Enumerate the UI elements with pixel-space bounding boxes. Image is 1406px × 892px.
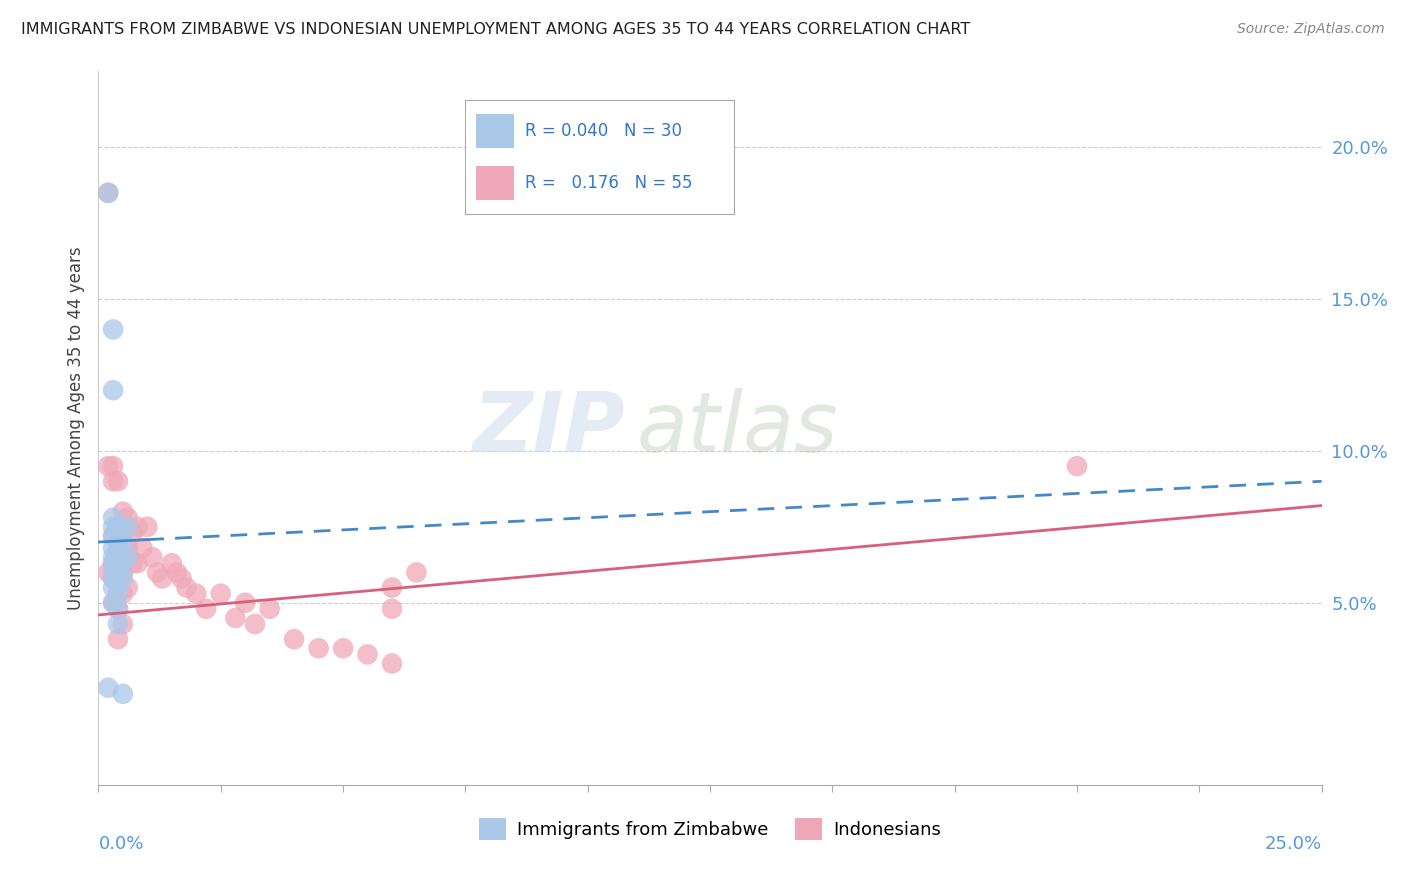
Point xyxy=(111,566,134,580)
Point xyxy=(101,596,124,610)
Point xyxy=(101,572,124,586)
Point xyxy=(101,581,124,595)
Point xyxy=(117,581,139,595)
Point xyxy=(97,186,120,200)
Point xyxy=(107,520,129,534)
Point xyxy=(131,541,153,555)
Point xyxy=(243,617,266,632)
Point xyxy=(107,541,129,555)
Point xyxy=(97,459,120,474)
Text: Source: ZipAtlas.com: Source: ZipAtlas.com xyxy=(1237,22,1385,37)
Point xyxy=(101,459,124,474)
Y-axis label: Unemployment Among Ages 35 to 44 years: Unemployment Among Ages 35 to 44 years xyxy=(66,246,84,610)
Point xyxy=(107,587,129,601)
Point xyxy=(1066,459,1088,474)
Point xyxy=(107,587,129,601)
Point xyxy=(107,574,129,589)
Point xyxy=(101,520,124,534)
Point xyxy=(107,602,129,616)
Point xyxy=(101,596,124,610)
Point xyxy=(166,566,188,580)
Point xyxy=(127,520,149,534)
Legend: Immigrants from Zimbabwe, Indonesians: Immigrants from Zimbabwe, Indonesians xyxy=(472,811,948,847)
Point xyxy=(107,520,129,534)
Point xyxy=(283,632,305,647)
Point xyxy=(97,186,120,200)
Point xyxy=(111,550,134,565)
Point xyxy=(111,617,134,632)
Point xyxy=(150,572,173,586)
Point xyxy=(101,566,124,580)
Point xyxy=(170,572,193,586)
Point xyxy=(146,566,169,580)
Point xyxy=(186,587,208,601)
Point xyxy=(160,556,183,570)
Point xyxy=(209,587,232,601)
Point xyxy=(107,566,129,580)
Point xyxy=(381,581,404,595)
Point xyxy=(381,602,404,616)
Point xyxy=(107,475,129,489)
Point xyxy=(111,572,134,586)
Point xyxy=(111,687,134,701)
Point xyxy=(107,617,129,632)
Text: 0.0%: 0.0% xyxy=(98,835,143,853)
Point xyxy=(332,641,354,656)
Point xyxy=(195,602,218,616)
Point xyxy=(111,587,134,601)
Point xyxy=(97,566,120,580)
Point xyxy=(117,510,139,524)
Point xyxy=(176,581,198,595)
Point xyxy=(259,602,281,616)
Text: 25.0%: 25.0% xyxy=(1264,835,1322,853)
Point xyxy=(107,556,129,570)
Text: IMMIGRANTS FROM ZIMBABWE VS INDONESIAN UNEMPLOYMENT AMONG AGES 35 TO 44 YEARS CO: IMMIGRANTS FROM ZIMBABWE VS INDONESIAN U… xyxy=(21,22,970,37)
Point xyxy=(127,556,149,570)
Point xyxy=(111,525,134,540)
Text: ZIP: ZIP xyxy=(472,388,624,468)
Text: atlas: atlas xyxy=(637,388,838,468)
Point xyxy=(101,556,124,570)
Point xyxy=(101,383,124,397)
Point xyxy=(101,322,124,336)
Point xyxy=(107,572,129,586)
Point xyxy=(101,541,124,555)
Point xyxy=(101,510,124,524)
Point xyxy=(141,550,163,565)
Point xyxy=(117,541,139,555)
Point xyxy=(97,681,120,695)
Point xyxy=(356,648,378,662)
Point xyxy=(107,535,129,549)
Point xyxy=(101,529,124,543)
Point xyxy=(117,520,139,534)
Point xyxy=(121,556,143,570)
Point xyxy=(111,525,134,540)
Point xyxy=(101,529,124,543)
Point xyxy=(224,611,246,625)
Point xyxy=(107,632,129,647)
Point xyxy=(381,657,404,671)
Point xyxy=(121,525,143,540)
Point xyxy=(136,520,159,534)
Point xyxy=(111,505,134,519)
Point xyxy=(233,596,256,610)
Point xyxy=(107,544,129,558)
Point xyxy=(405,566,427,580)
Point xyxy=(117,550,139,565)
Point xyxy=(101,550,124,565)
Point xyxy=(101,572,124,586)
Point xyxy=(107,602,129,616)
Point xyxy=(111,541,134,555)
Point xyxy=(308,641,330,656)
Point xyxy=(107,556,129,570)
Point xyxy=(101,475,124,489)
Point xyxy=(101,556,124,570)
Point xyxy=(111,556,134,570)
